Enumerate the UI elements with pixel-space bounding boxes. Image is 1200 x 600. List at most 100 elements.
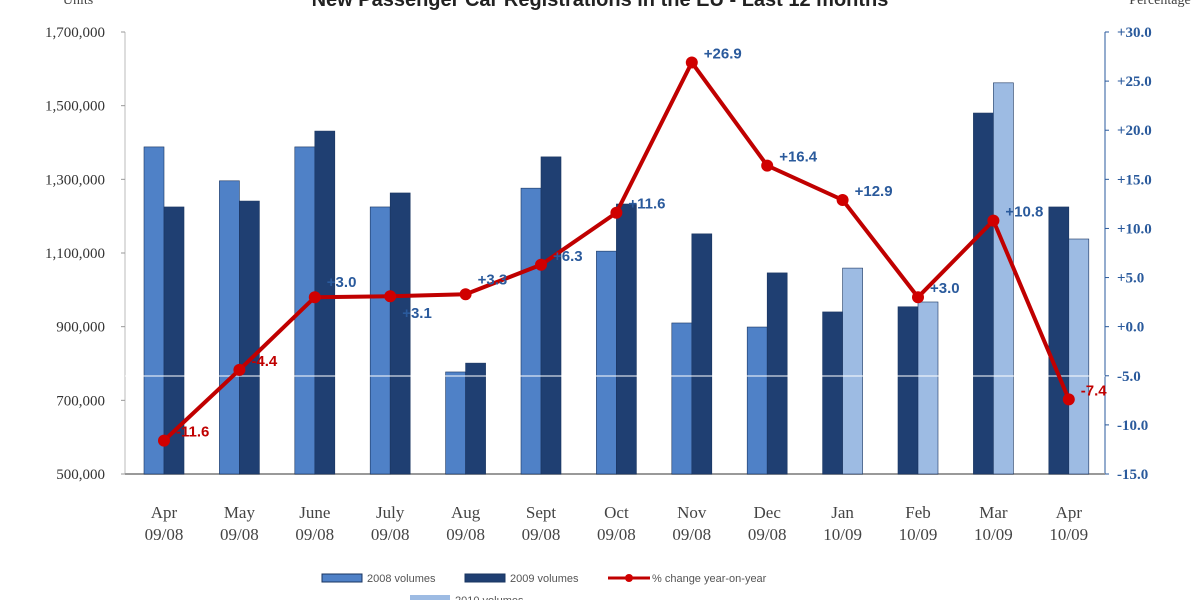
y2-tick-label: -15.0 <box>1117 467 1148 483</box>
y-tick-label: 1,700,000 <box>45 25 105 41</box>
pct-change-point <box>158 434 170 447</box>
x-tick-label: 10/09 <box>899 525 938 544</box>
pct-data-label: +3.1 <box>402 305 432 322</box>
bar-2009 <box>389 192 411 475</box>
x-tick-label: 09/08 <box>446 525 485 544</box>
bar-2009 <box>766 272 788 475</box>
pct-data-label: +3.0 <box>930 280 960 297</box>
x-tick-label: Feb <box>905 503 931 522</box>
x-tick-label: Apr <box>151 503 178 522</box>
y-tick-label: 700,000 <box>56 393 105 409</box>
y2-tick-label: +30.0 <box>1117 25 1152 41</box>
bar-2010 <box>1068 238 1090 475</box>
y-axis-label: Units <box>63 0 93 8</box>
bar-2008 <box>746 326 768 475</box>
pct-data-label: +11.6 <box>628 196 665 213</box>
x-tick-label: 09/08 <box>295 525 334 544</box>
x-tick-label: Oct <box>604 503 629 522</box>
x-tick-label: Aug <box>451 503 481 522</box>
pct-data-label: -11.6 <box>176 424 209 441</box>
legend-swatch-2009 <box>464 573 506 583</box>
y2-tick-label: -10.0 <box>1117 418 1148 434</box>
bar-2008 <box>219 180 240 475</box>
y2-tick-label: +20.0 <box>1117 123 1152 139</box>
pct-change-point <box>987 214 1000 227</box>
x-tick-label: Mar <box>979 503 1008 522</box>
pct-data-label: +6.3 <box>553 248 583 265</box>
y2-tick-label: -5.0 <box>1117 369 1141 385</box>
bar-2009 <box>897 306 919 475</box>
y-tick-label: 900,000 <box>56 320 105 336</box>
legend-marker-pct <box>625 574 633 582</box>
legend-swatch-2008 <box>321 573 363 583</box>
bar-2008 <box>671 322 693 475</box>
x-tick-label: Jan <box>831 503 854 522</box>
y2-axis-label: Percentage <box>1129 0 1190 8</box>
bar-2008 <box>294 146 316 475</box>
x-tick-label: 09/08 <box>145 525 184 544</box>
x-tick-label: Nov <box>677 503 707 522</box>
x-tick-label: Sept <box>526 503 557 522</box>
pct-change-point <box>685 56 698 69</box>
bar-2008 <box>520 187 542 475</box>
pct-change-point <box>912 291 924 304</box>
legend-label-pct: % change year-on-year <box>652 573 767 585</box>
y2-tick-label: +25.0 <box>1117 74 1152 90</box>
bar-2009 <box>973 112 994 475</box>
bar-2008 <box>143 146 165 475</box>
x-tick-label: Dec <box>754 503 782 522</box>
y-tick-label: 1,300,000 <box>45 172 105 188</box>
y2-tick-label: +0.0 <box>1117 320 1144 336</box>
x-tick-label: 09/08 <box>522 525 561 544</box>
bar-2010 <box>842 267 863 475</box>
pct-data-label: -4.4 <box>251 353 278 370</box>
legend-label-2009: 2009 volumes <box>510 573 579 585</box>
pct-data-label: +3.0 <box>327 274 357 291</box>
bar-2009 <box>314 130 336 475</box>
x-tick-label: June <box>299 503 330 522</box>
pct-change-point <box>1062 393 1075 406</box>
x-tick-label: July <box>376 503 405 522</box>
bar-2010 <box>917 301 939 475</box>
bar-2010 <box>993 82 1014 475</box>
y-tick-label: 1,500,000 <box>45 99 105 115</box>
x-tick-label: Apr <box>1056 503 1083 522</box>
bar-2008 <box>596 250 617 475</box>
chart-title: New Passenger Car Registrations in the E… <box>312 0 889 11</box>
bar-2009 <box>239 200 260 475</box>
pct-data-label: +12.9 <box>855 183 893 200</box>
x-tick-label: 09/08 <box>220 525 259 544</box>
bar-2009 <box>163 206 185 475</box>
pct-change-point <box>535 258 547 271</box>
pct-change-point <box>384 290 397 303</box>
y2-tick-label: +10.0 <box>1117 221 1152 237</box>
legend-swatch-2010 <box>410 595 450 600</box>
y2-tick-label: +5.0 <box>1117 271 1144 287</box>
bar-2009 <box>1048 206 1070 475</box>
legend-label-2008: 2008 volumes <box>367 573 436 585</box>
x-tick-label: May <box>224 503 256 522</box>
x-tick-label: 10/09 <box>1049 525 1088 544</box>
pct-change-point <box>836 193 849 206</box>
x-tick-label: 09/08 <box>597 525 636 544</box>
bar-2009 <box>822 311 843 475</box>
pct-data-label: +26.9 <box>704 45 742 62</box>
pct-change-point <box>308 291 321 304</box>
x-tick-label: 10/09 <box>974 525 1013 544</box>
bar-2008 <box>445 371 466 475</box>
y-tick-label: 500,000 <box>56 467 105 483</box>
pct-data-label: +3.3 <box>478 271 508 288</box>
bar-2009 <box>616 203 637 475</box>
x-tick-label: 10/09 <box>823 525 862 544</box>
legend-label-2010: 2010 volumes <box>455 595 524 600</box>
bar-2009 <box>465 362 486 475</box>
pct-data-label: +16.4 <box>779 149 818 166</box>
pct-change-point <box>459 288 472 301</box>
bar-2008 <box>369 206 391 475</box>
pct-change-point <box>233 363 246 376</box>
bar-2009 <box>691 233 713 475</box>
y-tick-label: 1,100,000 <box>45 246 105 262</box>
x-tick-label: 09/08 <box>672 525 711 544</box>
bar-2009 <box>540 156 562 475</box>
